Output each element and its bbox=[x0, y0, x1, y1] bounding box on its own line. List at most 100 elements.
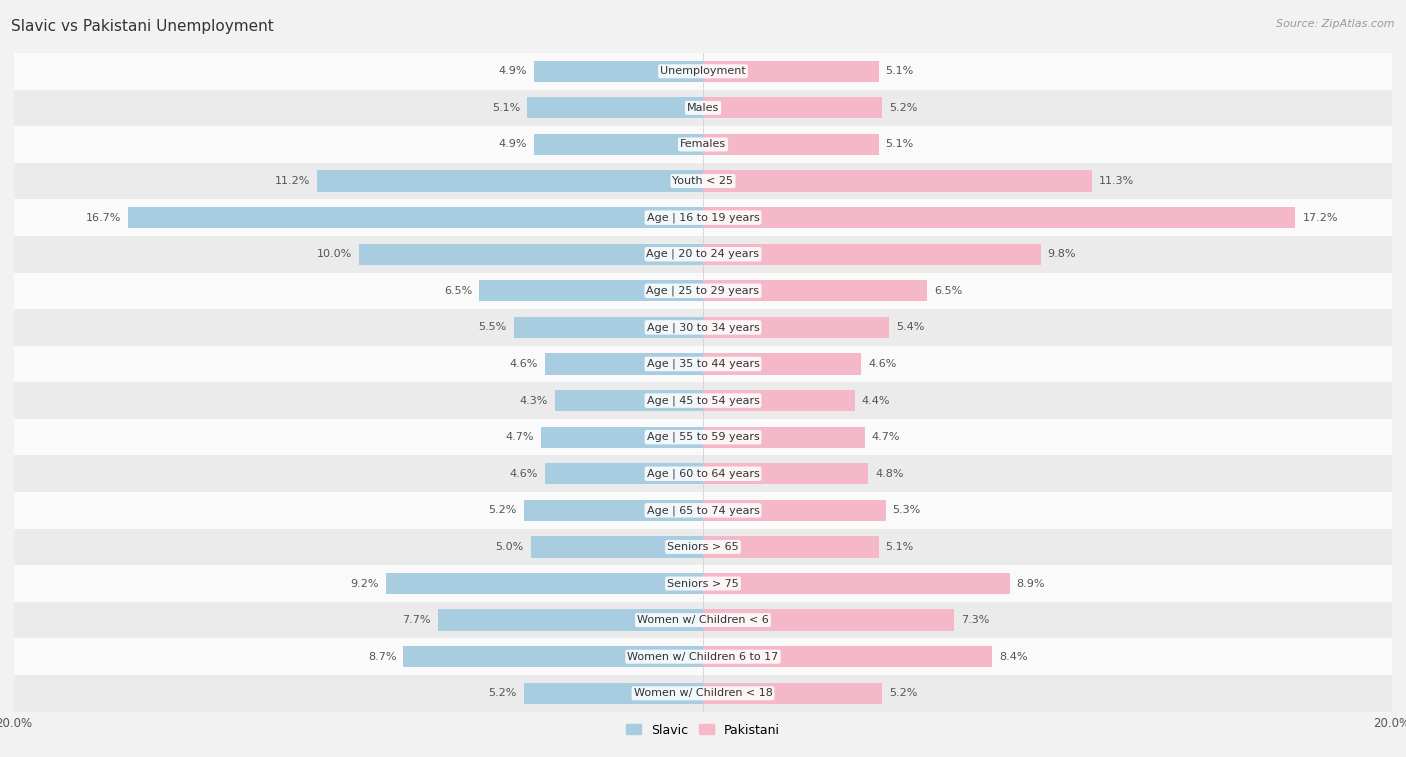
Bar bbox=[14, 456, 1392, 492]
Text: 4.7%: 4.7% bbox=[872, 432, 900, 442]
Text: Age | 35 to 44 years: Age | 35 to 44 years bbox=[647, 359, 759, 369]
Text: 5.1%: 5.1% bbox=[886, 67, 914, 76]
Text: 5.5%: 5.5% bbox=[478, 322, 506, 332]
Bar bbox=[703, 316, 889, 338]
Bar bbox=[703, 280, 927, 301]
Text: 4.6%: 4.6% bbox=[869, 359, 897, 369]
Bar bbox=[513, 316, 703, 338]
Bar bbox=[14, 89, 1392, 126]
Text: Slavic vs Pakistani Unemployment: Slavic vs Pakistani Unemployment bbox=[11, 19, 274, 34]
Bar bbox=[14, 492, 1392, 528]
Bar bbox=[703, 390, 855, 411]
Text: 11.3%: 11.3% bbox=[1099, 176, 1135, 186]
Bar bbox=[14, 528, 1392, 565]
Text: 4.9%: 4.9% bbox=[499, 139, 527, 149]
Text: 4.7%: 4.7% bbox=[506, 432, 534, 442]
Bar bbox=[479, 280, 703, 301]
Bar bbox=[359, 244, 703, 265]
Bar bbox=[703, 646, 993, 668]
Text: 16.7%: 16.7% bbox=[86, 213, 121, 223]
Text: Women w/ Children 6 to 17: Women w/ Children 6 to 17 bbox=[627, 652, 779, 662]
Bar bbox=[544, 463, 703, 484]
Text: Age | 30 to 34 years: Age | 30 to 34 years bbox=[647, 322, 759, 332]
Text: Age | 45 to 54 years: Age | 45 to 54 years bbox=[647, 395, 759, 406]
Bar bbox=[14, 382, 1392, 419]
Bar bbox=[14, 675, 1392, 712]
Bar bbox=[703, 463, 869, 484]
Text: Unemployment: Unemployment bbox=[661, 67, 745, 76]
Text: Women w/ Children < 18: Women w/ Children < 18 bbox=[634, 688, 772, 698]
Text: 4.3%: 4.3% bbox=[520, 396, 548, 406]
Bar bbox=[14, 163, 1392, 199]
Text: Females: Females bbox=[681, 139, 725, 149]
Text: Women w/ Children < 6: Women w/ Children < 6 bbox=[637, 615, 769, 625]
Bar bbox=[14, 638, 1392, 675]
Text: 4.4%: 4.4% bbox=[862, 396, 890, 406]
Bar bbox=[703, 609, 955, 631]
Bar bbox=[527, 97, 703, 119]
Text: 4.6%: 4.6% bbox=[509, 359, 537, 369]
Bar bbox=[524, 500, 703, 521]
Bar bbox=[703, 354, 862, 375]
Bar bbox=[387, 573, 703, 594]
Bar bbox=[703, 683, 882, 704]
Text: Age | 65 to 74 years: Age | 65 to 74 years bbox=[647, 505, 759, 516]
Text: 17.2%: 17.2% bbox=[1302, 213, 1339, 223]
Text: Age | 16 to 19 years: Age | 16 to 19 years bbox=[647, 213, 759, 223]
Bar bbox=[703, 61, 879, 82]
Bar bbox=[703, 170, 1092, 192]
Text: 5.1%: 5.1% bbox=[886, 139, 914, 149]
Text: 8.7%: 8.7% bbox=[368, 652, 396, 662]
Text: 7.7%: 7.7% bbox=[402, 615, 430, 625]
Bar bbox=[703, 244, 1040, 265]
Text: 4.8%: 4.8% bbox=[875, 469, 904, 478]
Legend: Slavic, Pakistani: Slavic, Pakistani bbox=[621, 718, 785, 742]
Text: 5.1%: 5.1% bbox=[492, 103, 520, 113]
Text: 5.1%: 5.1% bbox=[886, 542, 914, 552]
Bar bbox=[14, 419, 1392, 456]
Text: 5.4%: 5.4% bbox=[896, 322, 924, 332]
Bar bbox=[14, 273, 1392, 309]
Bar bbox=[14, 126, 1392, 163]
Bar bbox=[544, 354, 703, 375]
Text: Source: ZipAtlas.com: Source: ZipAtlas.com bbox=[1277, 19, 1395, 29]
Text: 5.2%: 5.2% bbox=[889, 688, 917, 698]
Bar bbox=[404, 646, 703, 668]
Bar bbox=[14, 565, 1392, 602]
Text: 6.5%: 6.5% bbox=[934, 286, 962, 296]
Text: Youth < 25: Youth < 25 bbox=[672, 176, 734, 186]
Text: Males: Males bbox=[688, 103, 718, 113]
Text: Seniors > 65: Seniors > 65 bbox=[668, 542, 738, 552]
Text: 5.3%: 5.3% bbox=[893, 506, 921, 516]
Bar bbox=[14, 236, 1392, 273]
Bar bbox=[524, 683, 703, 704]
Text: 8.4%: 8.4% bbox=[1000, 652, 1028, 662]
Bar bbox=[14, 53, 1392, 89]
Bar bbox=[703, 500, 886, 521]
Text: 4.9%: 4.9% bbox=[499, 67, 527, 76]
Text: 5.2%: 5.2% bbox=[889, 103, 917, 113]
Bar bbox=[703, 426, 865, 448]
Bar bbox=[703, 97, 882, 119]
Text: Age | 20 to 24 years: Age | 20 to 24 years bbox=[647, 249, 759, 260]
Text: 11.2%: 11.2% bbox=[276, 176, 311, 186]
Bar bbox=[534, 134, 703, 155]
Bar bbox=[14, 602, 1392, 638]
Text: 9.2%: 9.2% bbox=[350, 578, 380, 588]
Text: 10.0%: 10.0% bbox=[316, 249, 352, 259]
Bar bbox=[534, 61, 703, 82]
Text: 7.3%: 7.3% bbox=[962, 615, 990, 625]
Text: 4.6%: 4.6% bbox=[509, 469, 537, 478]
Text: 6.5%: 6.5% bbox=[444, 286, 472, 296]
Bar bbox=[318, 170, 703, 192]
Text: 5.2%: 5.2% bbox=[489, 688, 517, 698]
Bar bbox=[437, 609, 703, 631]
Text: 8.9%: 8.9% bbox=[1017, 578, 1045, 588]
Bar bbox=[703, 207, 1295, 229]
Bar bbox=[703, 536, 879, 558]
Text: Age | 25 to 29 years: Age | 25 to 29 years bbox=[647, 285, 759, 296]
Text: Age | 60 to 64 years: Age | 60 to 64 years bbox=[647, 469, 759, 479]
Bar bbox=[531, 536, 703, 558]
Bar bbox=[555, 390, 703, 411]
Text: 5.2%: 5.2% bbox=[489, 506, 517, 516]
